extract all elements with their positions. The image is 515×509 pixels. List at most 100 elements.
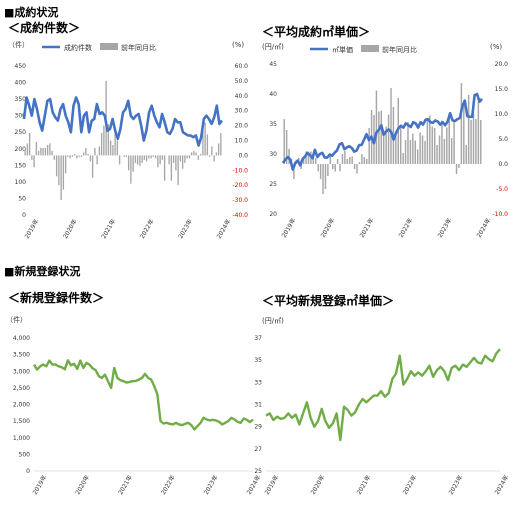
bar	[204, 122, 206, 156]
y-tick-right: -10.0	[232, 167, 248, 174]
bar	[407, 122, 409, 164]
bar	[157, 155, 159, 168]
bar	[414, 140, 416, 164]
bar	[329, 156, 332, 164]
y-tick: 3,500	[13, 352, 30, 359]
bar	[317, 164, 319, 172]
bar	[114, 128, 116, 156]
bar	[431, 126, 433, 164]
y-tick: 1,500	[13, 418, 30, 425]
y-tick-right: -30.0	[232, 197, 248, 204]
y-unit: (円/㎡)	[262, 317, 284, 325]
y-tick-left: 300	[15, 113, 27, 120]
bar	[319, 164, 322, 179]
bar	[91, 155, 94, 178]
x-tick-label: 2019年	[23, 218, 41, 240]
bar	[380, 110, 383, 164]
y-tick-left: 100	[15, 179, 27, 186]
y-tick-left: 35	[269, 121, 277, 128]
bar	[429, 115, 431, 164]
x-tick-label: 2022年	[401, 474, 419, 496]
bar	[448, 114, 450, 164]
bar	[150, 155, 152, 159]
bar	[123, 155, 125, 157]
bar	[42, 147, 44, 156]
y-tick-right: 20.0	[495, 61, 509, 68]
bar	[215, 152, 218, 156]
bar	[76, 155, 78, 159]
x-tick-label: 2024年	[493, 474, 511, 496]
bar	[125, 155, 128, 157]
bar	[283, 119, 285, 164]
y-tick: 25	[254, 468, 262, 475]
bar	[130, 155, 132, 184]
bar	[455, 164, 458, 174]
bar	[409, 140, 412, 164]
x-tick-label: 2020年	[74, 474, 92, 496]
y-tick: 29	[254, 424, 262, 431]
bar	[193, 150, 195, 156]
bar	[40, 147, 42, 156]
bar	[161, 155, 164, 160]
x-tick-label: 2021年	[358, 217, 376, 239]
bar	[98, 146, 101, 156]
bar	[463, 104, 465, 164]
series-line	[22, 96, 224, 147]
bar	[24, 149, 26, 156]
bar	[211, 146, 213, 156]
y-tick: 2,500	[13, 385, 30, 392]
bar	[190, 152, 193, 156]
bar	[387, 114, 390, 164]
y-tick-right: 5.0	[498, 136, 508, 143]
x-tick-label: 2022年	[138, 218, 156, 240]
bar	[112, 144, 114, 156]
bar	[302, 159, 305, 164]
bar	[217, 143, 220, 156]
bar	[141, 155, 143, 163]
bar	[179, 155, 182, 162]
y-tick-right: 0.0	[498, 161, 508, 168]
y-tick-right: -20.0	[232, 182, 248, 189]
bar	[134, 155, 137, 163]
x-tick-label: 2021年	[100, 218, 118, 240]
bar	[421, 135, 424, 164]
y-tick-right: 10.0	[495, 111, 509, 118]
bar	[184, 155, 186, 163]
bar	[365, 159, 368, 164]
y-tick-left: 40	[269, 91, 277, 98]
x-tick-label: 2023年	[202, 474, 220, 496]
y-tick-right: 30.0	[235, 108, 249, 115]
bar	[53, 155, 56, 160]
x-tick-label: 2023年	[447, 474, 465, 496]
bar	[293, 164, 295, 179]
bar	[399, 126, 402, 164]
bar	[100, 133, 103, 156]
bar	[85, 147, 87, 156]
bar	[438, 135, 441, 164]
bar	[73, 153, 76, 156]
bar	[60, 155, 62, 201]
x-tick-label: 2024年	[215, 218, 233, 240]
bar	[69, 155, 71, 159]
bar	[307, 154, 310, 164]
bar	[37, 150, 40, 156]
bar	[145, 155, 148, 162]
y-unit: （件）	[6, 315, 27, 324]
x-tick-label: 2022年	[397, 217, 415, 239]
bar	[206, 134, 209, 156]
chart-title-contract-price: ＜平均成約㎡単価＞	[262, 25, 371, 39]
y-tick-right: 60.0	[235, 63, 249, 70]
bar	[195, 152, 197, 156]
y-unit-right: (%)	[232, 41, 244, 49]
x-tick-label: 2024年	[475, 217, 493, 239]
x-tick-label: 2020年	[319, 217, 337, 239]
y-tick-left: 450	[15, 63, 27, 70]
bar	[188, 155, 191, 159]
bar	[136, 155, 139, 165]
bar	[89, 155, 92, 162]
bar	[472, 114, 475, 164]
bar	[67, 155, 69, 157]
bar	[480, 120, 482, 164]
legend-bar-swatch	[100, 43, 118, 50]
bar	[35, 141, 38, 156]
